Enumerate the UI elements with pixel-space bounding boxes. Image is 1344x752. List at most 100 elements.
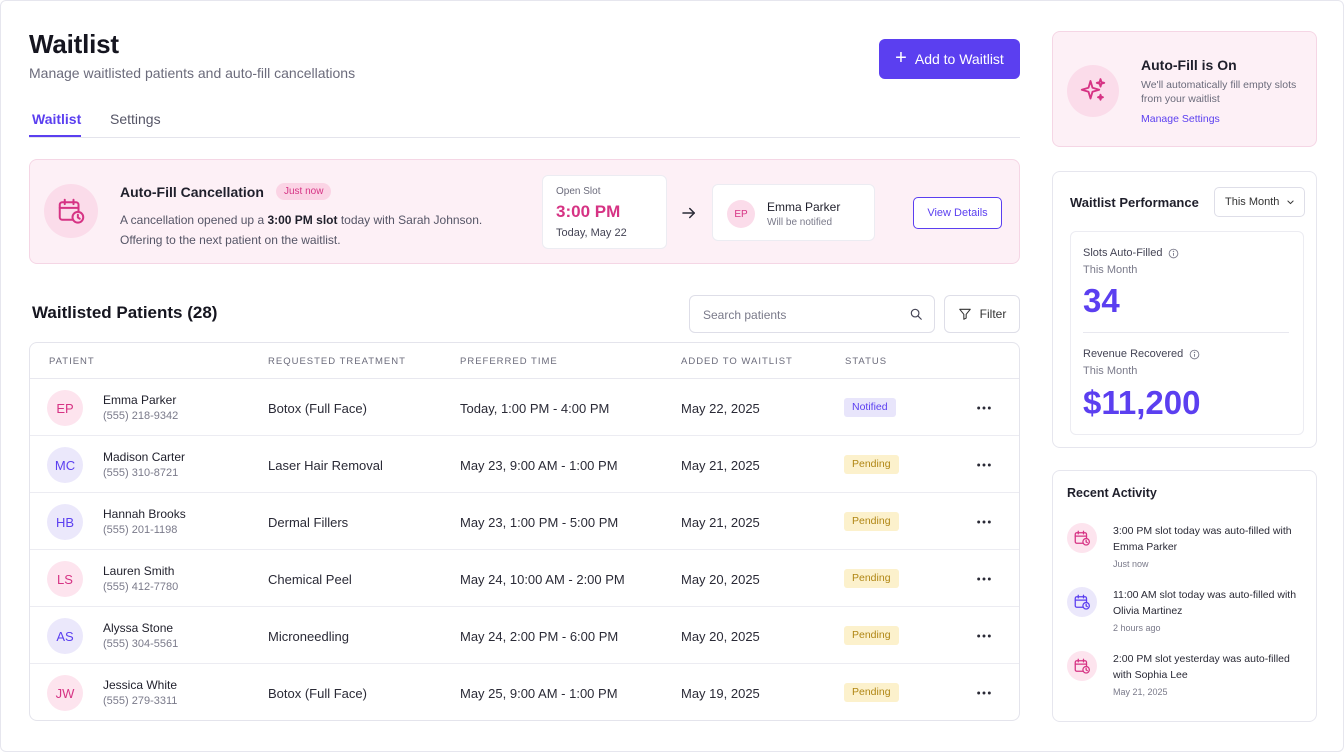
- treatment: Botox (Full Face): [268, 686, 367, 701]
- calendar-clock-icon: [1067, 651, 1097, 681]
- calendar-clock-icon: [44, 184, 98, 238]
- revenue-recovered-value: $11,200: [1083, 384, 1201, 421]
- column-header-added[interactable]: ADDED TO WAITLIST: [681, 356, 793, 367]
- patient-phone: (555) 304-5561: [103, 638, 179, 650]
- more-options-icon[interactable]: [976, 571, 992, 587]
- more-options-icon[interactable]: [976, 400, 992, 416]
- table-row[interactable]: EP Emma Parker (555) 218-9342 Botox (Ful…: [30, 379, 1019, 436]
- activity-time: Just now: [1113, 559, 1149, 569]
- treatment: Laser Hair Removal: [268, 458, 383, 473]
- preferred-time: May 23, 1:00 PM - 5:00 PM: [460, 515, 619, 530]
- revenue-recovered-period: This Month: [1083, 365, 1138, 377]
- more-options-icon[interactable]: [976, 628, 992, 644]
- manage-settings-link[interactable]: Manage Settings: [1141, 113, 1220, 125]
- active-tab-indicator: [29, 135, 81, 137]
- chevron-down-icon: [1287, 200, 1294, 205]
- open-slot-time: 3:00 PM: [556, 202, 621, 221]
- column-header-status[interactable]: STATUS: [845, 356, 888, 367]
- preferred-time: May 23, 9:00 AM - 1:00 PM: [460, 458, 618, 473]
- auto-fill-cancellation-banner: Auto-Fill Cancellation Just now A cancel…: [29, 159, 1020, 264]
- added-date: May 19, 2025: [681, 686, 760, 701]
- waitlist-performance-card: Waitlist Performance This Month Slots Au…: [1052, 171, 1317, 448]
- table-row[interactable]: LS Lauren Smith (555) 412-7780 Chemical …: [30, 550, 1019, 607]
- banner-description: A cancellation opened up a 3:00 PM slot …: [120, 213, 483, 247]
- patient-phone: (555) 310-8721: [103, 467, 179, 479]
- status-badge: Notified: [844, 398, 896, 417]
- preferred-time: May 24, 10:00 AM - 2:00 PM: [460, 572, 625, 587]
- next-patient-card: EP Emma Parker Will be notified: [712, 184, 875, 241]
- recent-activity-card: Recent Activity 3:00 PM slot today was a…: [1052, 470, 1317, 722]
- patient-phone: (555) 412-7780: [103, 581, 179, 593]
- info-icon[interactable]: [1189, 349, 1200, 360]
- added-date: May 22, 2025: [681, 401, 760, 416]
- status-badge: Pending: [844, 512, 899, 531]
- added-date: May 20, 2025: [681, 572, 760, 587]
- patient-phone: (555) 201-1198: [103, 524, 178, 536]
- activity-item: 2:00 PM slot yesterday was auto-filled w…: [1067, 651, 1307, 711]
- avatar: JW: [47, 675, 83, 711]
- next-patient-name: Emma Parker: [767, 200, 841, 214]
- table-row[interactable]: AS Alyssa Stone (555) 304-5561 Microneed…: [30, 607, 1019, 664]
- waitlisted-patients-title: Waitlisted Patients (28): [32, 303, 218, 322]
- filter-button[interactable]: Filter: [944, 295, 1020, 333]
- auto-fill-description: We'll automatically fill empty slots fro…: [1141, 79, 1297, 105]
- open-slot-label: Open Slot: [556, 186, 601, 197]
- sparkles-icon: [1067, 65, 1119, 117]
- column-header-patient[interactable]: PATIENT: [49, 356, 95, 367]
- period-select-value: This Month: [1225, 196, 1280, 208]
- just-now-badge: Just now: [276, 183, 332, 200]
- tab-waitlist[interactable]: Waitlist: [32, 111, 82, 127]
- more-options-icon[interactable]: [976, 457, 992, 473]
- status-badge: Pending: [844, 569, 899, 588]
- avatar: HB: [47, 504, 83, 540]
- patient-phone: (555) 218-9342: [103, 410, 179, 422]
- calendar-clock-icon: [1067, 523, 1097, 553]
- added-date: May 21, 2025: [681, 458, 760, 473]
- info-icon[interactable]: [1168, 248, 1179, 259]
- slots-auto-filled-label: Slots Auto-Filled: [1083, 247, 1179, 259]
- treatment: Dermal Fillers: [268, 515, 349, 530]
- performance-metrics: Slots Auto-Filled This Month 34 Revenue …: [1070, 231, 1304, 435]
- next-patient-status: Will be notified: [767, 217, 833, 228]
- added-date: May 21, 2025: [681, 515, 760, 530]
- treatment: Botox (Full Face): [268, 401, 367, 416]
- table-header: PATIENT REQUESTED TREATMENT PREFERRED TI…: [30, 343, 1019, 379]
- status-badge: Pending: [844, 683, 899, 702]
- column-header-treatment[interactable]: REQUESTED TREATMENT: [268, 356, 406, 367]
- arrow-right-icon: [682, 207, 695, 219]
- avatar: EP: [727, 200, 755, 228]
- column-header-preferred-time[interactable]: PREFERRED TIME: [460, 356, 558, 367]
- more-options-icon[interactable]: [976, 685, 992, 701]
- tab-bar: Waitlist Settings: [29, 105, 1020, 138]
- page-subtitle: Manage waitlisted patients and auto-fill…: [29, 65, 356, 81]
- activity-text: 11:00 AM slot today was auto-filled with…: [1113, 589, 1297, 617]
- calendar-clock-icon: [1067, 587, 1097, 617]
- search-icon: [910, 308, 922, 320]
- patients-table: PATIENT REQUESTED TREATMENT PREFERRED TI…: [29, 342, 1020, 721]
- search-input[interactable]: [703, 305, 903, 325]
- auto-fill-status-card: Auto-Fill is On We'll automatically fill…: [1052, 31, 1317, 147]
- more-options-icon[interactable]: [976, 514, 992, 530]
- activity-time: 2 hours ago: [1113, 623, 1161, 633]
- patient-name: Alyssa Stone: [103, 621, 174, 635]
- added-date: May 20, 2025: [681, 629, 760, 644]
- table-row[interactable]: JW Jessica White (555) 279-3311 Botox (F…: [30, 664, 1019, 720]
- add-to-waitlist-button[interactable]: + Add to Waitlist: [879, 39, 1020, 79]
- performance-title: Waitlist Performance: [1070, 195, 1199, 210]
- divider: [1083, 332, 1289, 333]
- open-slot-date: Today, May 22: [556, 227, 627, 239]
- preferred-time: May 25, 9:00 AM - 1:00 PM: [460, 686, 618, 701]
- avatar: MC: [47, 447, 83, 483]
- patient-name: Jessica White: [103, 678, 178, 692]
- slots-auto-filled-value: 34: [1083, 282, 1120, 319]
- table-row[interactable]: HB Hannah Brooks (555) 201-1198 Dermal F…: [30, 493, 1019, 550]
- period-select[interactable]: This Month: [1214, 187, 1305, 217]
- activity-item: 11:00 AM slot today was auto-filled with…: [1067, 587, 1307, 647]
- view-details-button[interactable]: View Details: [913, 197, 1002, 229]
- tab-settings[interactable]: Settings: [110, 111, 161, 127]
- activity-text: 2:00 PM slot yesterday was auto-filled w…: [1113, 653, 1290, 681]
- page-title: Waitlist: [29, 29, 119, 59]
- filter-icon: [958, 308, 971, 320]
- table-row[interactable]: MC Madison Carter (555) 310-8721 Laser H…: [30, 436, 1019, 493]
